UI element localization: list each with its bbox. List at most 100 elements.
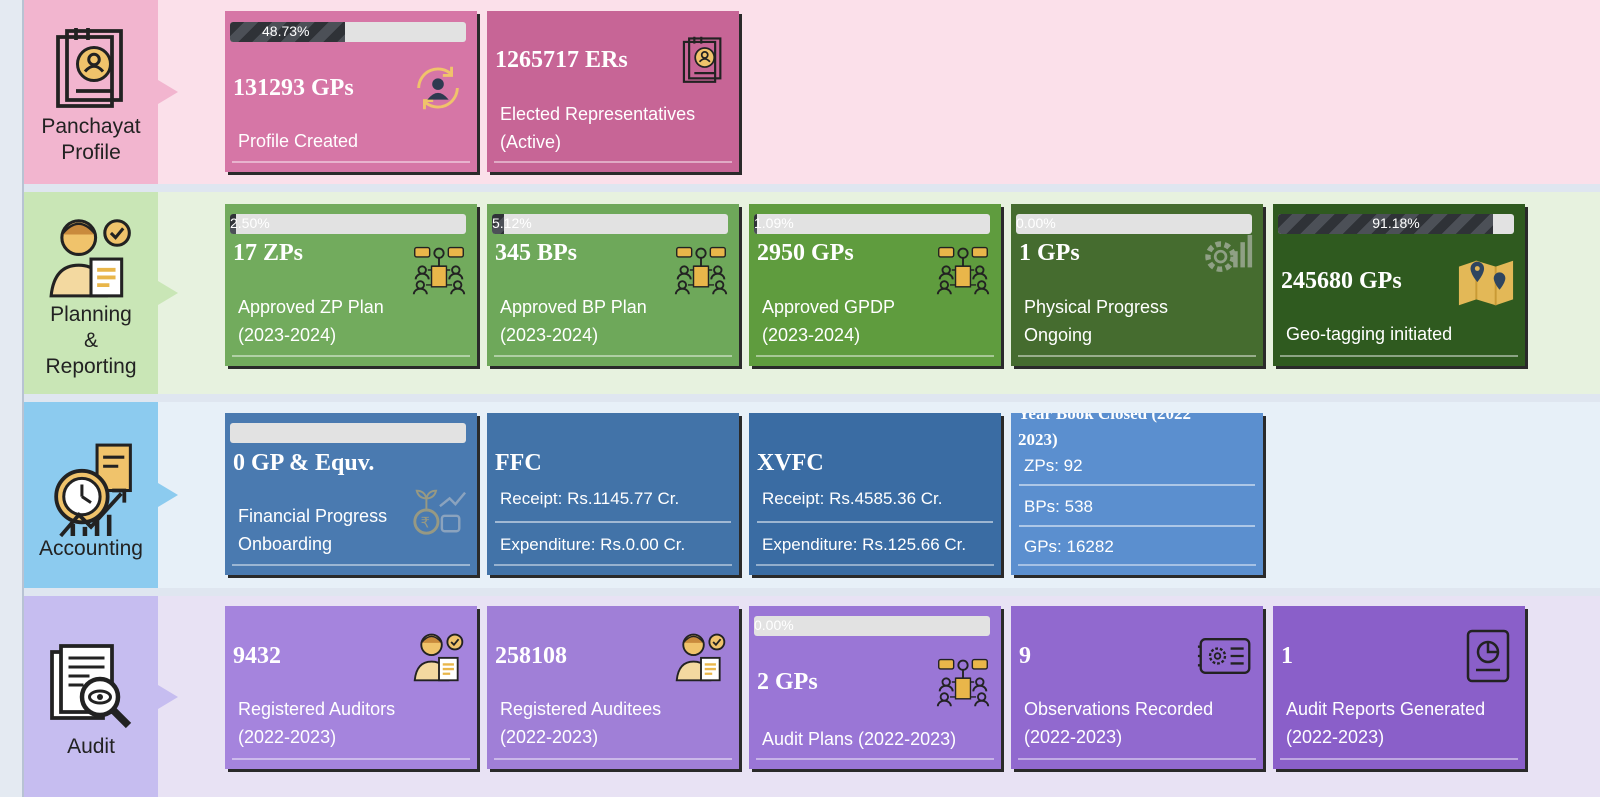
category-title: Planning	[50, 303, 132, 326]
section-planning-reporting: Planning & Reporting 2.50% 17 ZPs Approv…	[24, 192, 1600, 394]
card-label: Approved GPDP (2023-2024)	[762, 297, 896, 345]
card-label: Registered Auditors (2022-2023)	[238, 699, 396, 747]
planner-person-icon	[45, 210, 137, 302]
progress-bar: 48.73%	[230, 22, 466, 42]
card-registered-auditors[interactable]: 9432 Registered Auditors (2022-2023)	[225, 606, 477, 769]
card-label: Observations Recorded (2022-2023)	[1024, 699, 1214, 747]
map-pin-icon	[1458, 260, 1514, 306]
card-value: 1	[1281, 643, 1293, 669]
left-border	[0, 0, 24, 797]
bps-count: BPs: 538	[1019, 497, 1255, 527]
card-label: Profile Created	[238, 131, 359, 151]
progress-label: 0.00%	[754, 617, 794, 633]
card-elected-representatives[interactable]: 1265717 ERs Elected Representatives (Act…	[487, 11, 739, 172]
card-geo-tagging[interactable]: 91.18% 245680 GPs Geo-tagging initiated	[1273, 204, 1525, 366]
card-financial-progress[interactable]: 0 GP & Equv. Financial Progress Onboardin…	[225, 413, 477, 575]
profile-document-icon	[677, 33, 729, 89]
card-observations-recorded[interactable]: 9 Observations Recorded (2022-2023)	[1011, 606, 1263, 769]
observation-device-icon	[1197, 638, 1251, 674]
card-value: 0 GP & Equv.	[233, 450, 375, 476]
progress-bar: 91.18%	[1278, 214, 1514, 234]
card-registered-auditees[interactable]: 258108 Registered Auditees (2022-2023)	[487, 606, 739, 769]
gear-chart-icon	[1205, 235, 1253, 272]
network-people-icon	[935, 654, 991, 710]
card-xvfc[interactable]: XVFC Receipt: Rs.4585.36 Cr. Expenditure…	[749, 413, 1001, 575]
progress-bar: 2.50%	[230, 214, 466, 234]
card-value: 1 GPs	[1019, 240, 1080, 266]
card-label: Geo-tagging initiated	[1286, 324, 1453, 344]
card-value: 2 GPs	[757, 669, 818, 695]
category-title-2: &	[83, 329, 98, 352]
section-panchayat-profile: Panchayat Profile 48.73% 131293 GPs Prof…	[24, 0, 1600, 184]
category-audit[interactable]: Audit	[24, 596, 178, 797]
receipt-value: Receipt: Rs.4585.36 Cr.	[757, 489, 993, 523]
auditor-person-icon	[411, 628, 467, 684]
section-accounting: Accounting 0 GP & Equv. Financial Progre…	[24, 402, 1600, 588]
network-people-icon	[411, 242, 467, 298]
gps-count: GPs: 16282	[1024, 537, 1114, 556]
card-ffc[interactable]: FFC Receipt: Rs.1145.77 Cr. Expenditure:…	[487, 413, 739, 575]
network-people-icon	[935, 242, 991, 298]
card-label: Audit Reports Generated (2022-2023)	[1286, 699, 1486, 747]
clock-chart-icon	[54, 443, 132, 538]
progress-label: 1.09%	[754, 215, 794, 231]
rupee-growth-icon: ₹	[413, 489, 466, 535]
card-audit-reports-generated[interactable]: 1 Audit Reports Generated (2022-2023)	[1273, 606, 1525, 769]
card-value: 258108	[495, 643, 567, 669]
expenditure-value: Expenditure: Rs.0.00 Cr.	[500, 535, 686, 554]
card-label: Elected Representatives (Active)	[500, 104, 696, 152]
zps-count: ZPs: 92	[1019, 456, 1255, 486]
category-accounting[interactable]: Accounting	[24, 402, 178, 588]
card-value: 345 BPs	[495, 240, 578, 266]
card-label: Approved BP Plan (2023-2024)	[500, 297, 647, 345]
card-audit-plans[interactable]: 0.00% 2 GPs Audit Plans (2022-2023)	[749, 606, 1001, 769]
card-label: Approved ZP Plan (2023-2024)	[238, 297, 384, 345]
year-book-title: Year Book Closed (2022 2023)	[1018, 413, 1191, 449]
card-value: 1265717 ERs	[495, 47, 628, 73]
progress-bar	[230, 423, 466, 443]
progress-bar: 5.12%	[492, 214, 728, 234]
section-audit: Audit 9432 Registered Auditors (2022-2023…	[24, 596, 1600, 797]
progress-bar: 0.00%	[1016, 214, 1252, 234]
card-value: 2950 GPs	[757, 240, 854, 266]
card-value: 9432	[233, 643, 281, 669]
category-title: Accounting	[39, 537, 143, 560]
card-year-book-closed[interactable]: Year Book Closed (2022 2023) ZPs: 92 BPs…	[1011, 413, 1263, 575]
card-label: Financial Progress Onboarding	[238, 506, 388, 554]
profile-document-icon	[46, 24, 136, 116]
card-value: 9	[1019, 643, 1031, 669]
category-planning-reporting[interactable]: Planning & Reporting	[24, 192, 178, 394]
receipt-value: Receipt: Rs.1145.77 Cr.	[495, 489, 731, 523]
card-approved-bp-plan[interactable]: 5.12% 345 BPs Approved BP Plan (2023-2024…	[487, 204, 739, 366]
progress-label: 2.50%	[230, 215, 270, 231]
card-label: Physical Progress Ongoing	[1024, 297, 1169, 345]
user-sync-icon	[417, 66, 459, 110]
card-value: XVFC	[757, 450, 824, 476]
expenditure-value: Expenditure: Rs.125.66 Cr.	[762, 535, 967, 554]
progress-label: 0.00%	[1016, 215, 1056, 231]
category-title-2: Profile	[61, 141, 121, 164]
report-chart-icon	[1466, 629, 1510, 683]
card-label: Registered Auditees (2022-2023)	[500, 699, 662, 747]
progress-label: 5.12%	[492, 215, 532, 231]
audit-inspection-icon	[50, 643, 132, 728]
card-profile-created[interactable]: 48.73% 131293 GPs Profile Created	[225, 11, 477, 172]
progress-bar: 0.00%	[754, 616, 990, 636]
card-value: 131293 GPs	[233, 75, 354, 101]
category-title: Panchayat	[41, 115, 141, 138]
svg-text:₹: ₹	[421, 515, 430, 531]
card-physical-progress[interactable]: 0.00% 1 GPs Physical Progress Ongoing	[1011, 204, 1263, 366]
category-title: Audit	[67, 734, 115, 758]
card-value: 17 ZPs	[233, 240, 304, 266]
card-approved-gpdp[interactable]: 1.09% 2950 GPs Approved GPDP (2023-2024)	[749, 204, 1001, 366]
progress-bar: 1.09%	[754, 214, 990, 234]
card-value: FFC	[495, 450, 542, 476]
network-people-icon	[673, 242, 729, 298]
category-title-3: Reporting	[45, 355, 137, 378]
card-value: 245680 GPs	[1281, 268, 1402, 294]
card-approved-zp-plan[interactable]: 2.50% 17 ZPs Approved ZP Plan (2023-2024)	[225, 204, 477, 366]
progress-label: 48.73%	[262, 23, 310, 39]
category-panchayat-profile[interactable]: Panchayat Profile	[24, 0, 178, 184]
card-label: Audit Plans (2022-2023)	[762, 729, 957, 749]
auditor-person-icon	[673, 628, 729, 684]
